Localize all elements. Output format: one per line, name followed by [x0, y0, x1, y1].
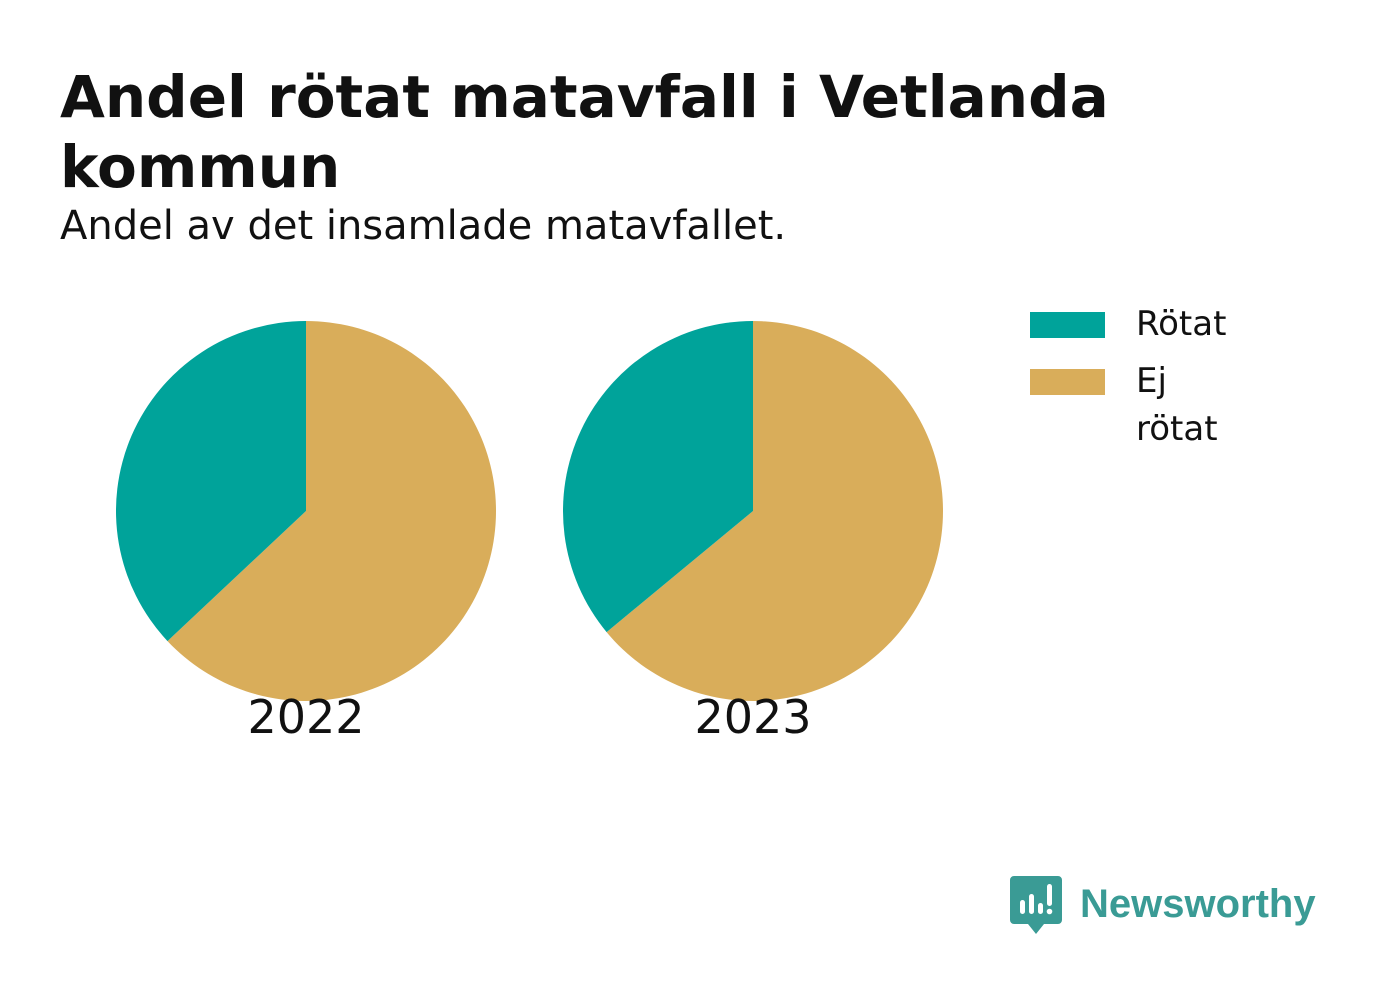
pie-2023-slice-rotat [563, 321, 753, 633]
legend-swatch-ej-rotat [1030, 369, 1105, 395]
legend-label-ej-rotat: Ej rötat [1136, 361, 1218, 449]
brand-logo: Newsworthy [1010, 876, 1316, 940]
chart-title: Andel rötat matavfall i Vetlanda kommun [60, 63, 1109, 201]
brand-name: Newsworthy [1080, 882, 1316, 926]
pie-label-2023: 2023 [694, 690, 811, 744]
newsworthy-logo-icon [1010, 876, 1062, 934]
pie-2022-slice-ej-rotat [167, 321, 496, 701]
legend-label-rotat: Rötat [1136, 304, 1227, 344]
pie-2023-slice-ej-rotat [606, 321, 944, 701]
pie-2022-slice-rotat [115, 321, 306, 642]
chart-subtitle: Andel av det insamlade matavfallet. [60, 203, 787, 249]
pie-label-2022: 2022 [247, 690, 364, 744]
legend-swatch-rotat [1030, 312, 1105, 338]
